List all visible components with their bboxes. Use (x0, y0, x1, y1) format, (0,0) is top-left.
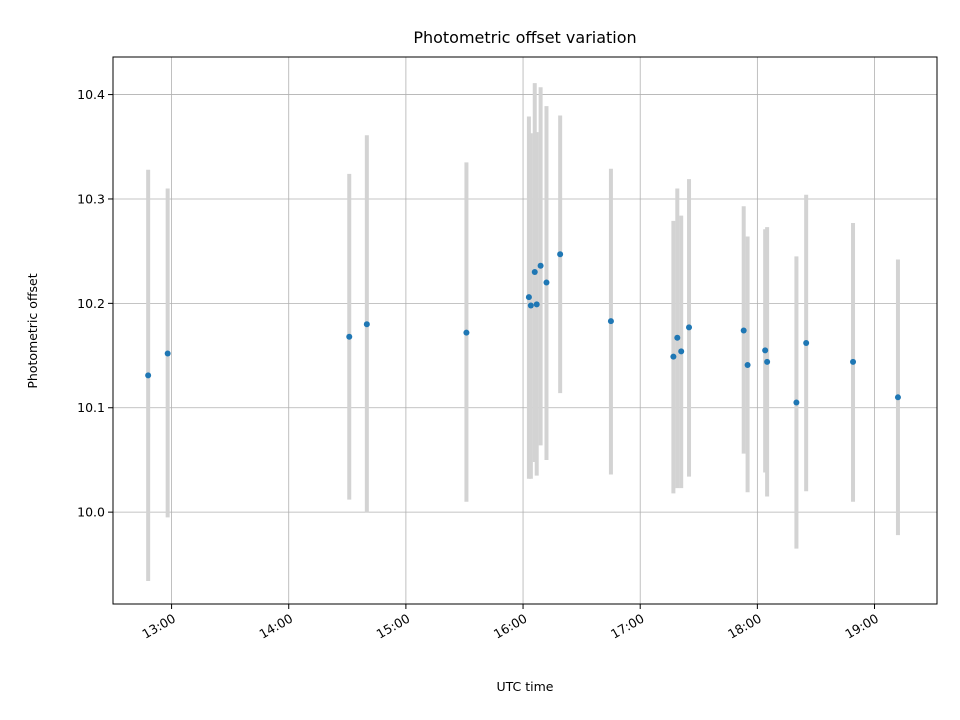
x-tick-label: 16:00 (491, 611, 530, 642)
data-point (894, 394, 901, 401)
data-point (543, 279, 550, 286)
data-point (363, 321, 370, 328)
y-tick-label: 10.3 (77, 191, 105, 206)
y-axis: 10.0 10.1 10.2 10.3 10.4 (77, 87, 113, 520)
x-tick-label: 19:00 (842, 611, 881, 642)
chart-title: Photometric offset variation (413, 28, 636, 47)
y-tick-label: 10.2 (77, 296, 105, 311)
data-point (525, 294, 532, 301)
point-layer (145, 251, 901, 406)
y-axis-label: Photometric offset (25, 273, 40, 388)
data-point (793, 399, 800, 406)
data-point (678, 348, 685, 355)
grid-layer (113, 57, 937, 604)
x-axis: 13:00 14:00 15:00 16:00 17:00 18:00 19:00 (139, 604, 881, 642)
data-point (145, 372, 152, 379)
y-tick-label: 10.1 (77, 400, 105, 415)
data-point (537, 262, 544, 269)
data-point (744, 361, 751, 368)
data-point (346, 333, 353, 340)
data-point (607, 318, 614, 325)
data-point (527, 302, 534, 309)
data-point (850, 358, 857, 365)
x-axis-label: UTC time (497, 679, 554, 694)
x-tick-label: 14:00 (257, 611, 296, 642)
data-point (764, 358, 771, 365)
x-tick-label: 17:00 (608, 611, 647, 642)
data-point (674, 334, 681, 341)
x-tick-label: 15:00 (374, 611, 413, 642)
y-tick-label: 10.4 (77, 87, 105, 102)
x-tick-label: 18:00 (725, 611, 764, 642)
data-point (686, 324, 693, 331)
data-point (463, 329, 470, 336)
data-point (164, 350, 171, 357)
data-point (762, 347, 769, 354)
data-point (533, 301, 540, 308)
data-point (740, 327, 747, 334)
x-tick-label: 13:00 (139, 611, 178, 642)
data-point (557, 251, 564, 258)
data-point (670, 353, 677, 360)
data-point (803, 340, 810, 347)
data-point (531, 269, 538, 276)
y-tick-label: 10.0 (77, 505, 105, 520)
plot-frame (112, 56, 938, 605)
